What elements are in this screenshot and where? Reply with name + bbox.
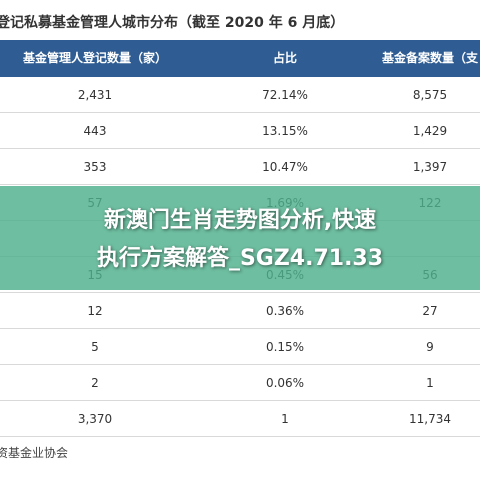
table-row: 2,431 72.14% 8,575 [0,77,480,113]
source-note: 资基金业协会 [0,446,69,460]
table-row: 443 13.15% 1,429 [0,113,480,149]
table-cell: 0.06% [265,376,305,390]
table-cell: 8,575 [412,88,448,102]
table-cell: 1 [426,376,434,390]
table-cell: 10.47% [262,160,308,174]
table-cell: 1,397 [412,160,448,174]
table-cell: 5 [91,340,99,354]
table-row: 353 10.47% 1,397 [0,149,480,185]
table-cell: 353 [83,160,107,174]
table-cell: 1,429 [412,124,448,138]
table-header: 基金管理人登记数量（家） 占比 基金备案数量（支 [0,40,480,77]
table-row: 5 0.15% 9 [0,329,480,365]
column-header: 基金备案数量（支 [381,51,478,65]
table-cell: 11,734 [409,412,451,426]
table-row: 3,370 1 11,734 [0,401,480,437]
table-cell: 13.15% [262,124,308,138]
table-cell: 27 [422,304,438,318]
table-cell: 1 [281,412,289,426]
table-cell: 72.14% [262,88,308,102]
table-cell: 12 [87,304,103,318]
table-cell: 443 [83,124,107,138]
table-cell: 0.15% [265,340,305,354]
column-header: 占比 [272,51,297,65]
table-row: 12 0.36% 27 [0,293,480,329]
table-cell: 2,431 [77,88,113,102]
banner-text: 新澳门生肖走势图分析,快速 [103,208,377,233]
column-header: 基金管理人登记数量（家） [22,51,167,65]
table-row: 2 0.06% 1 [0,365,480,401]
overlay-banner: 新澳门生肖走势图分析,快速 执行方案解答_SGZ4.71.33 [0,186,480,290]
table-cell: 3,370 [77,412,113,426]
table-cell: 2 [91,376,99,390]
table-cell: 9 [426,340,434,354]
banner-text: 执行方案解答_SGZ4.71.33 [96,246,384,271]
table-cell: 0.36% [265,304,305,318]
table-title: 登记私募基金管理人城市分布（截至 2020 年 6 月底） [0,15,345,31]
